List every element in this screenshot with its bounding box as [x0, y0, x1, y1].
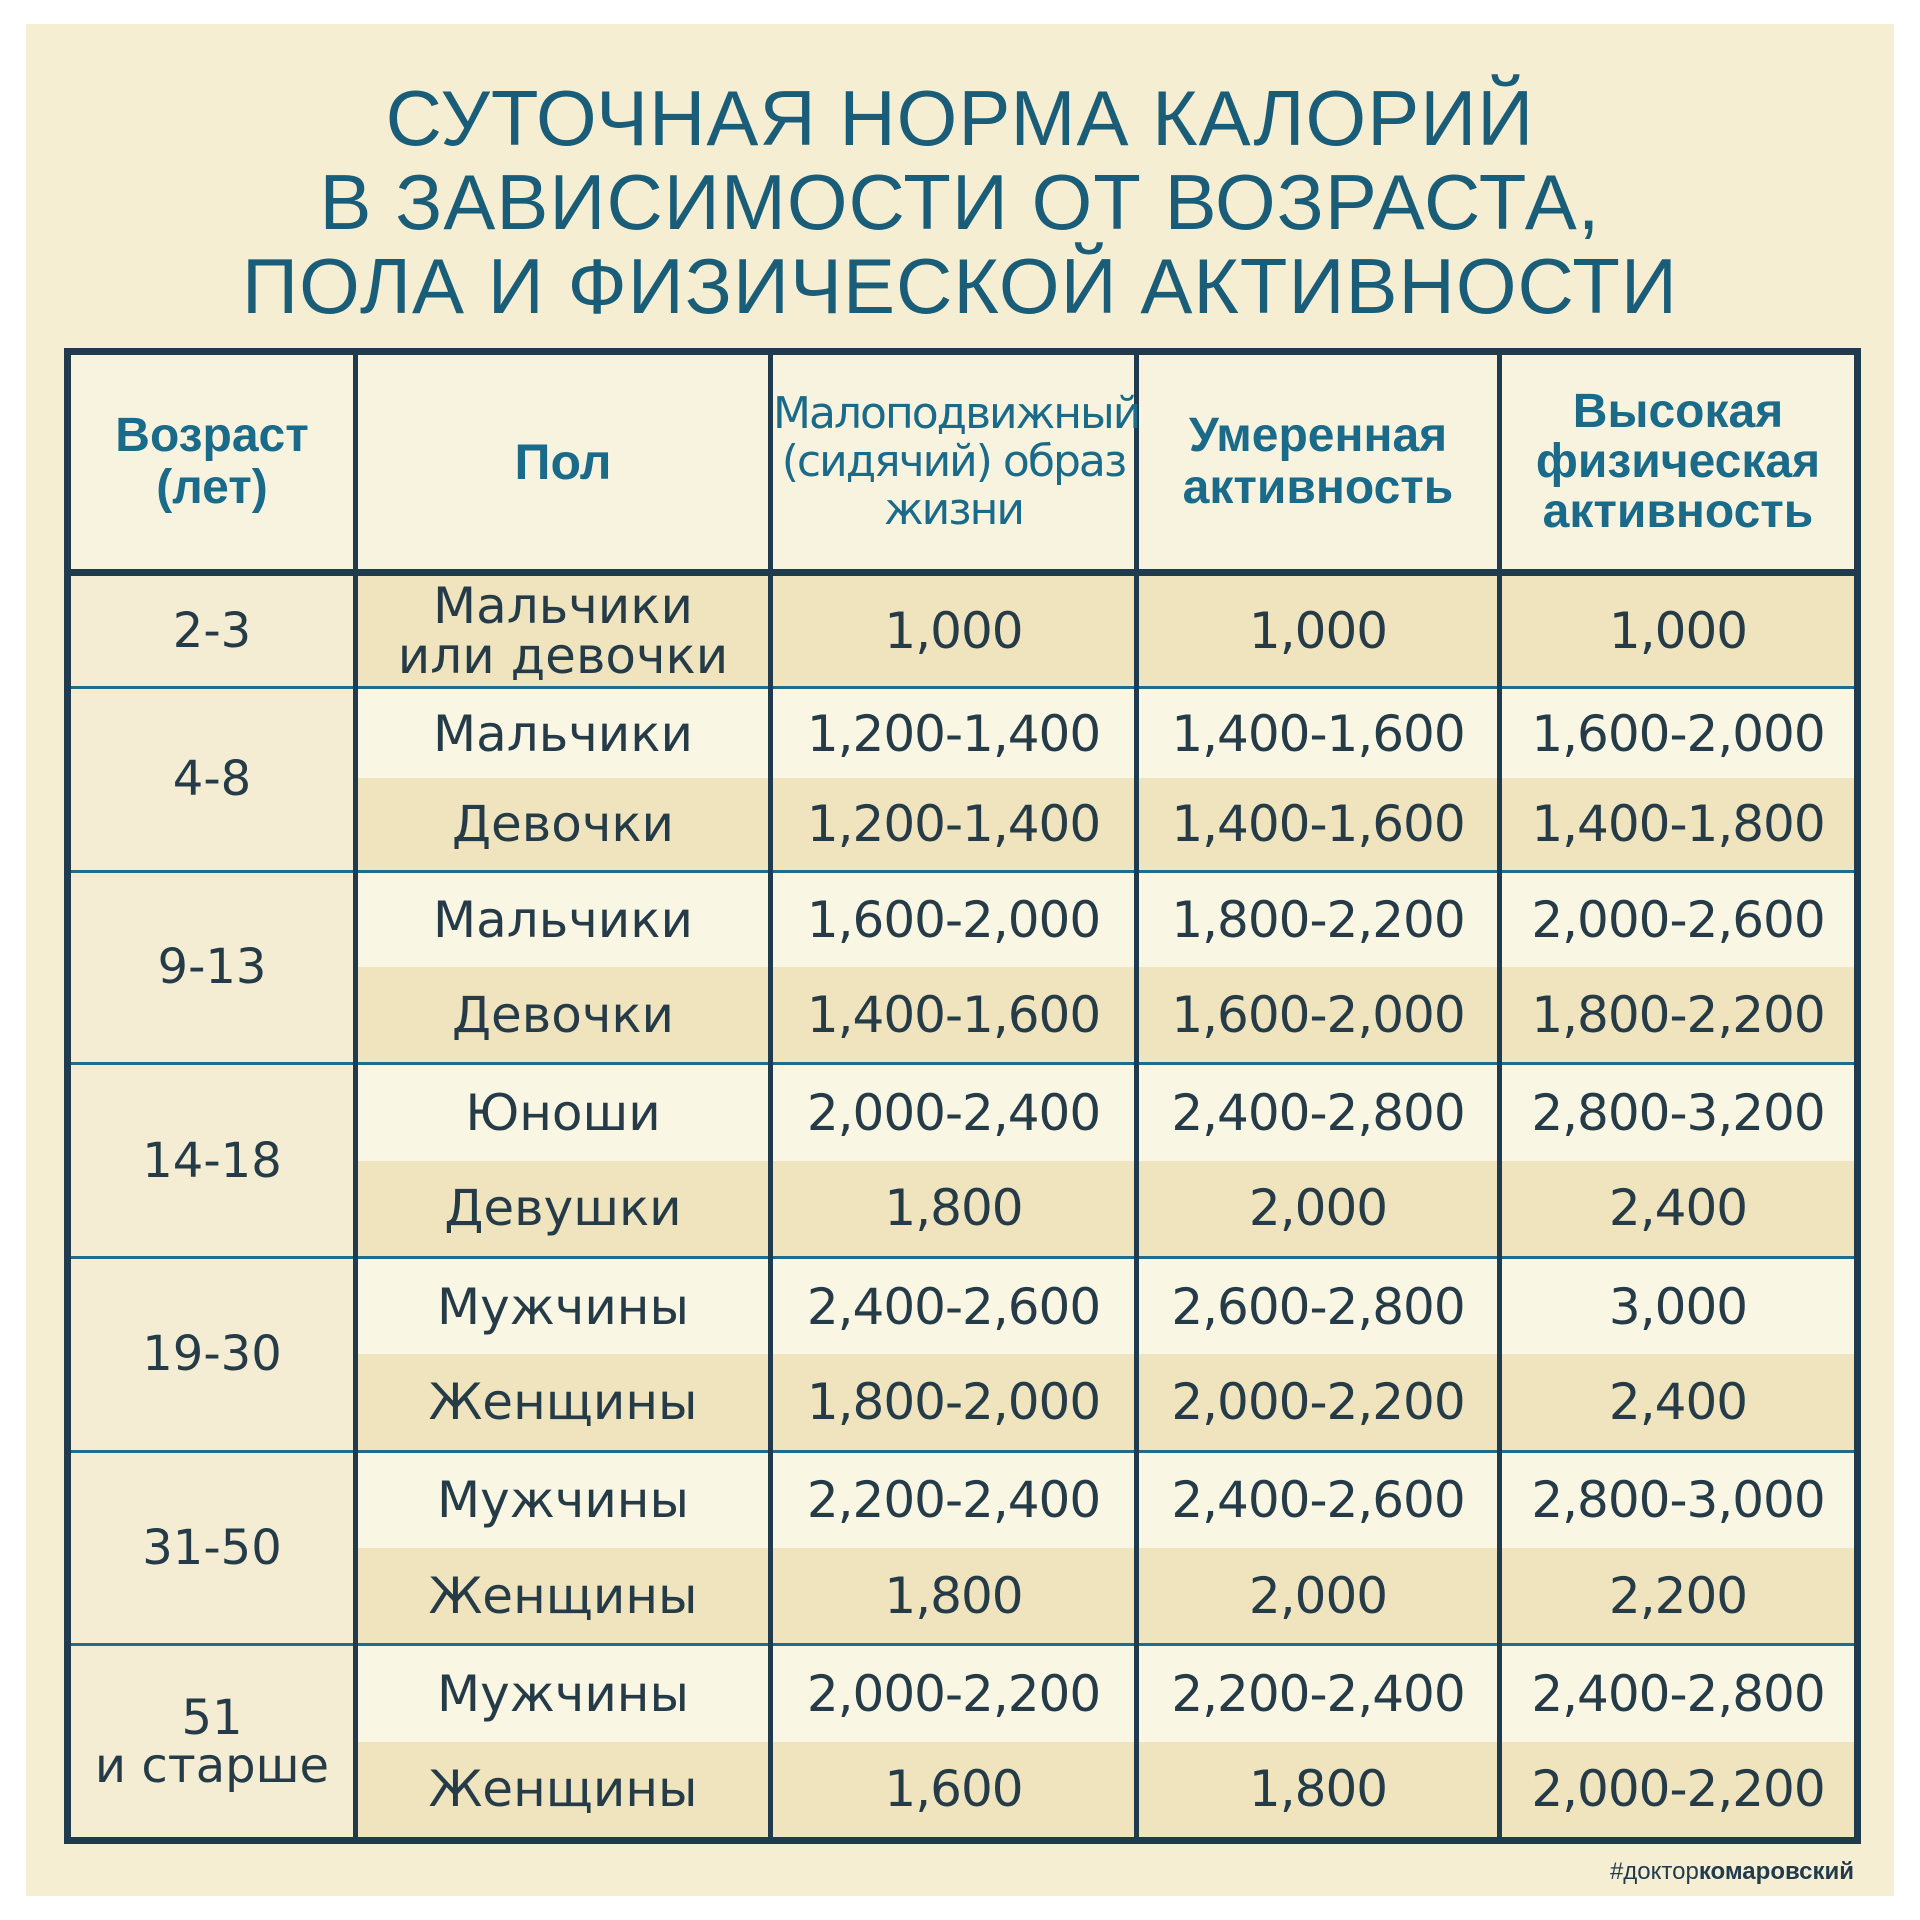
brand-hashtag: #докторкомаровский — [1609, 1858, 1854, 1885]
age-cell: 2-3 — [67, 572, 356, 689]
page-title: СУТОЧНАЯ НОРМА КАЛОРИЙ В ЗАВИСИМОСТИ ОТ … — [26, 76, 1894, 328]
sedentary-cell: 1,800-2,000 — [768, 1354, 1137, 1453]
table-row: Женщины 1,800-2,000 2,000-2,200 2,400 — [68, 1354, 1858, 1453]
sex-cell: Мужчины — [353, 1644, 771, 1742]
title-line-3: ПОЛА И ФИЗИЧЕСКОЙ АКТИВНОСТИ — [242, 242, 1678, 330]
high-cell: 2,000-2,600 — [1497, 871, 1858, 967]
high-cell: 2,000-2,200 — [1497, 1741, 1858, 1841]
moderate-cell: 2,000-2,200 — [1134, 1354, 1500, 1453]
header-sex: Пол — [353, 351, 771, 576]
table-row: 14-18 Юноши 2,000-2,400 2,400-2,800 2,80… — [67, 1063, 1858, 1259]
high-cell: 2,800-3,000 — [1497, 1451, 1858, 1548]
age-cell: 51 и старше — [67, 1644, 356, 1841]
table-row: Девочки 1,200-1,400 1,400-1,600 1,400-1,… — [68, 778, 1858, 873]
table-row: 19-30 Мужчины 2,400-2,600 2,600-2,800 3,… — [67, 1257, 1858, 1453]
title-line-2: В ЗАВИСИМОСТИ ОТ ВОЗРАСТА, — [319, 158, 1601, 246]
high-cell: 2,400 — [1497, 1354, 1858, 1453]
high-cell: 3,000 — [1497, 1257, 1858, 1355]
sex-cell: Мальчики или девочки — [353, 572, 771, 689]
high-cell: 2,200 — [1497, 1547, 1858, 1647]
sedentary-cell: 1,800 — [768, 1547, 1137, 1647]
moderate-cell: 1,800-2,200 — [1134, 871, 1500, 967]
sex-cell: Мужчины — [353, 1257, 771, 1355]
table-row: 31-50 Мужчины 2,200-2,400 2,400-2,600 2,… — [67, 1451, 1858, 1647]
sex-cell: Юноши — [353, 1063, 771, 1161]
sedentary-cell: 2,000-2,200 — [768, 1644, 1137, 1742]
sedentary-cell: 1,800 — [768, 1160, 1137, 1259]
moderate-cell: 2,000 — [1134, 1547, 1500, 1647]
age-cell: 31-50 — [67, 1451, 356, 1647]
header-sedentary: Малоподвижный (сидячий) образ жизни — [768, 351, 1141, 576]
high-cell: 2,400-2,800 — [1497, 1644, 1858, 1742]
moderate-cell: 2,200-2,400 — [1134, 1644, 1500, 1742]
age-cell: 19-30 — [67, 1257, 356, 1453]
high-cell: 1,800-2,200 — [1497, 966, 1858, 1066]
sex-cell: Девочки — [353, 966, 771, 1066]
moderate-cell: 1,400-1,600 — [1134, 778, 1500, 873]
sex-cell: Мальчики — [353, 871, 771, 967]
high-cell: 1,000 — [1497, 572, 1858, 689]
table-row: 4-8 Мальчики 1,200-1,400 1,400-1,600 1,6… — [67, 687, 1858, 873]
sedentary-cell: 2,200-2,400 — [768, 1451, 1137, 1548]
moderate-cell: 2,000 — [1134, 1160, 1500, 1259]
sedentary-cell: 2,000-2,400 — [768, 1063, 1137, 1161]
high-cell: 2,800-3,200 — [1497, 1063, 1858, 1161]
table-row: Девочки 1,400-1,600 1,600-2,000 1,800-2,… — [68, 966, 1858, 1066]
infographic-card: СУТОЧНАЯ НОРМА КАЛОРИЙ В ЗАВИСИМОСТИ ОТ … — [26, 24, 1894, 1896]
table-row: 2-3 Мальчики или девочки 1,000 1,000 1,00… — [67, 572, 1858, 689]
table-row: 51 и старше Мужчины 2,000-2,200 2,200-2,4… — [67, 1644, 1858, 1841]
moderate-cell: 1,800 — [1134, 1741, 1500, 1841]
moderate-cell: 1,000 — [1134, 572, 1500, 689]
sedentary-cell: 1,200-1,400 — [768, 687, 1137, 779]
moderate-cell: 2,400-2,800 — [1134, 1063, 1500, 1161]
moderate-cell: 1,400-1,600 — [1134, 687, 1500, 779]
sedentary-cell: 1,600 — [768, 1741, 1137, 1841]
moderate-cell: 2,600-2,800 — [1134, 1257, 1500, 1355]
sex-cell: Мужчины — [353, 1451, 771, 1548]
table-row: Женщины 1,600 1,800 2,000-2,200 — [68, 1741, 1858, 1841]
sex-cell: Женщины — [353, 1354, 771, 1453]
sex-cell: Женщины — [353, 1741, 771, 1841]
sex-cell: Девочки — [353, 778, 771, 873]
table-header-row: Возраст (лет) Пол Малоподвижный (сидячий) … — [67, 351, 1858, 576]
header-age: Возраст (лет) — [67, 351, 356, 576]
header-high: Высокая физическая активность — [1497, 351, 1858, 576]
moderate-cell: 1,600-2,000 — [1134, 966, 1500, 1066]
high-cell: 1,400-1,800 — [1497, 778, 1858, 873]
table-row: 9-13 Мальчики 1,600-2,000 1,800-2,200 2,… — [67, 871, 1858, 1066]
age-cell: 4-8 — [67, 687, 356, 873]
sedentary-cell: 1,400-1,600 — [768, 966, 1137, 1066]
title-line-1: СУТОЧНАЯ НОРМА КАЛОРИЙ — [385, 74, 1535, 162]
sex-cell: Девушки — [353, 1160, 771, 1259]
moderate-cell: 2,400-2,600 — [1134, 1451, 1500, 1548]
age-cell: 14-18 — [67, 1063, 356, 1259]
table-row: Девушки 1,800 2,000 2,400 — [68, 1160, 1858, 1259]
sedentary-cell: 2,400-2,600 — [768, 1257, 1137, 1355]
sedentary-cell: 1,200-1,400 — [768, 778, 1137, 873]
sedentary-cell: 1,000 — [768, 572, 1137, 689]
sedentary-cell: 1,600-2,000 — [768, 871, 1137, 967]
high-cell: 1,600-2,000 — [1497, 687, 1858, 779]
sex-cell: Мальчики — [353, 687, 771, 779]
header-moderate: Умеренная активность — [1134, 351, 1500, 576]
calorie-table: Возраст (лет) Пол Малоподвижный (сидячий) … — [64, 348, 1861, 1844]
age-cell: 9-13 — [67, 871, 356, 1066]
table-row: Женщины 1,800 2,000 2,200 — [68, 1547, 1858, 1647]
high-cell: 2,400 — [1497, 1160, 1858, 1259]
sex-cell: Женщины — [353, 1547, 771, 1647]
